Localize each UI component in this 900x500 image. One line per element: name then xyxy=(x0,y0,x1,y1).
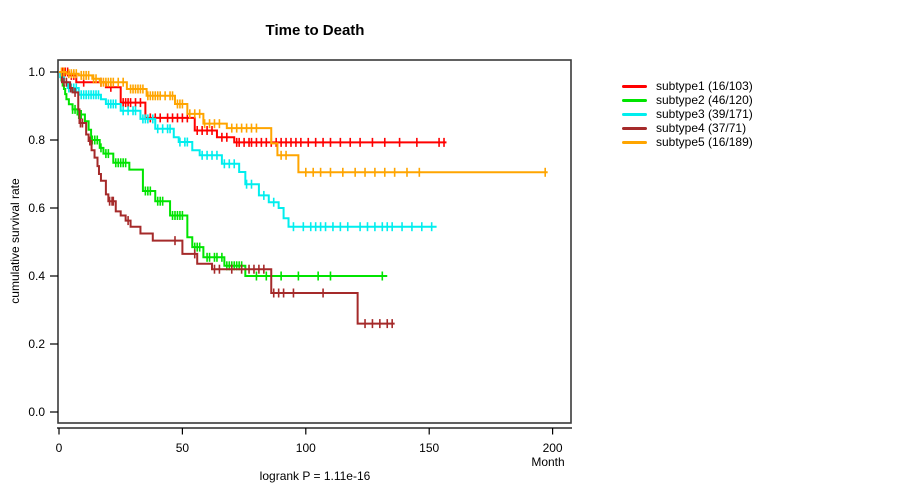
x-tick-label: 0 xyxy=(56,441,63,455)
legend-line-swatch xyxy=(622,126,647,130)
y-tick-label: 0.0 xyxy=(28,405,45,419)
survival-curve xyxy=(59,71,437,228)
y-tick-label: 0.6 xyxy=(28,201,45,215)
legend-line-swatch xyxy=(622,112,647,116)
legend-label: subtype5 (16/189) xyxy=(656,135,753,149)
y-tick-label: 1.0 xyxy=(28,65,45,79)
legend-item: subtype4 (37/71) xyxy=(622,121,753,135)
y-tick-label: 0.2 xyxy=(28,337,45,351)
survival-curve xyxy=(59,71,388,277)
legend-item: subtype5 (16/189) xyxy=(622,135,753,149)
logrank-annotation: logrank P = 1.11e-16 xyxy=(259,469,371,483)
legend-label: subtype4 (37/71) xyxy=(656,121,747,135)
page-title: Time to Death xyxy=(265,22,365,39)
survival-curve xyxy=(59,71,447,144)
legend-label: subtype1 (16/103) xyxy=(656,79,753,93)
legend-line-swatch xyxy=(622,84,647,88)
legend-line-swatch xyxy=(622,140,647,144)
legend-label: subtype3 (39/171) xyxy=(656,107,753,121)
x-tick-label: 100 xyxy=(296,441,316,455)
legend-item: subtype2 (46/120) xyxy=(622,93,753,107)
x-tick-label: 150 xyxy=(419,441,439,455)
legend-item: subtype3 (39/171) xyxy=(622,107,753,121)
x-axis-label: Month xyxy=(531,455,565,469)
y-tick-label: 0.4 xyxy=(28,269,45,283)
plot-border xyxy=(57,59,572,424)
y-tick-label: 0.8 xyxy=(28,133,45,147)
legend-item: subtype1 (16/103) xyxy=(622,79,753,93)
legend-label: subtype2 (46/120) xyxy=(656,93,753,107)
x-tick-label: 200 xyxy=(543,441,563,455)
x-tick-label: 50 xyxy=(176,441,190,455)
legend: subtype1 (16/103) subtype2 (46/120) subtyp… xyxy=(622,79,753,149)
legend-line-swatch xyxy=(622,98,647,102)
survival-curve xyxy=(59,71,395,325)
